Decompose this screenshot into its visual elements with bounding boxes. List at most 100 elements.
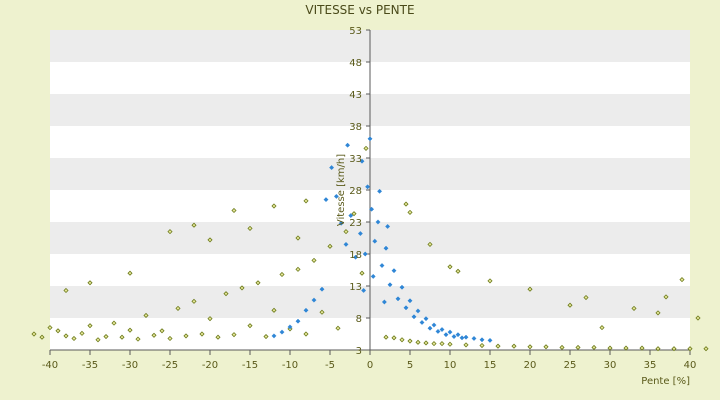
x-tick-label: 35 (644, 360, 657, 371)
y-tick-label: 8 (356, 314, 362, 325)
blue-point (455, 332, 461, 338)
x-tick-label: 0 (367, 360, 373, 371)
olive-point (159, 328, 165, 334)
olive-point (423, 340, 429, 346)
blue-point (361, 287, 367, 293)
olive-point (271, 203, 277, 209)
blue-point (459, 335, 465, 341)
y-tick-label: 28 (349, 186, 362, 197)
blue-point (411, 314, 417, 320)
olive-point (455, 268, 461, 274)
olive-point (543, 344, 549, 350)
blue-point (387, 282, 393, 288)
olive-point (439, 341, 445, 347)
y-tick-label: 18 (349, 250, 362, 261)
olive-point (599, 325, 605, 331)
olive-point (391, 335, 397, 341)
x-tick-label: 40 (684, 360, 697, 371)
olive-point (567, 302, 573, 308)
olive-point (447, 341, 453, 347)
olive-point (191, 222, 197, 228)
olive-point (127, 327, 133, 333)
olive-point (231, 207, 237, 214)
blue-point (370, 273, 376, 279)
olive-point (663, 294, 669, 300)
blue-point (435, 328, 441, 334)
y-tick-label: 53 (349, 26, 362, 37)
olive-point (495, 343, 501, 349)
olive-point (79, 330, 85, 336)
blue-point (377, 188, 383, 194)
olive-point (487, 278, 493, 284)
chart-title: VITESSE vs PENTE (305, 3, 414, 17)
olive-point (431, 341, 437, 347)
olive-point (311, 257, 317, 263)
olive-point (607, 345, 613, 351)
blue-point (319, 286, 325, 292)
y-tick-label: 48 (349, 58, 362, 69)
olive-point (183, 333, 189, 339)
blue-point (443, 332, 449, 338)
x-tick-label: -15 (242, 360, 258, 371)
blue-point (311, 297, 317, 303)
olive-point (247, 225, 253, 231)
olive-point (583, 294, 589, 301)
olive-point (695, 315, 701, 321)
olive-point (255, 280, 261, 286)
olive-point (631, 305, 637, 311)
blue-point (383, 245, 389, 251)
y-tick-label: 33 (349, 154, 362, 165)
olive-point (87, 323, 93, 329)
olive-point (295, 266, 301, 272)
blue-point (333, 193, 339, 199)
olive-point (207, 237, 213, 243)
axes (49, 29, 691, 355)
olive-point (407, 209, 413, 215)
x-tick-label: -30 (122, 360, 138, 371)
olive-point (135, 336, 141, 342)
olive-point (63, 333, 69, 339)
blue-point (348, 213, 354, 219)
blue-point (415, 308, 421, 314)
olive-point (447, 264, 453, 270)
blue-point (431, 322, 437, 328)
blue-point (303, 307, 309, 313)
blue-point (353, 254, 359, 260)
blue-point (357, 231, 363, 237)
olive-point (231, 332, 237, 338)
blue-point (423, 316, 429, 322)
olive-point (303, 198, 309, 204)
blue-point (471, 335, 477, 341)
olive-point (271, 307, 277, 313)
olive-point (463, 342, 469, 348)
x-tick-label: -5 (325, 360, 335, 371)
x-tick-label: 15 (484, 360, 497, 371)
olive-point (359, 270, 365, 276)
blue-point (395, 296, 401, 302)
olive-point (167, 335, 173, 342)
x-tick-label: -10 (282, 360, 298, 371)
olive-point (623, 345, 629, 351)
olive-point (591, 344, 597, 351)
olive-point (223, 291, 229, 297)
olive-point (427, 241, 433, 247)
blue-point (447, 329, 453, 335)
olive-point (479, 342, 485, 349)
y-tick-label: 43 (349, 90, 362, 101)
blue-point (323, 197, 329, 203)
olive-point (279, 271, 285, 278)
olive-point (327, 243, 333, 249)
olive-point (679, 277, 685, 283)
olive-point (47, 325, 53, 331)
blue-point (391, 268, 397, 274)
blue-point (375, 219, 381, 225)
olive-point (415, 339, 421, 345)
olive-point (87, 280, 93, 286)
olive-point (527, 286, 533, 292)
tick-labels: -40 -35 -30 -25 -20 -15 -10 -5 0 5 10 15 20 25 30 35 40 3… (42, 26, 697, 371)
x-tick-label: 5 (407, 360, 413, 371)
olive-point (343, 229, 349, 235)
data-points (31, 136, 709, 352)
olive-point (167, 229, 173, 235)
